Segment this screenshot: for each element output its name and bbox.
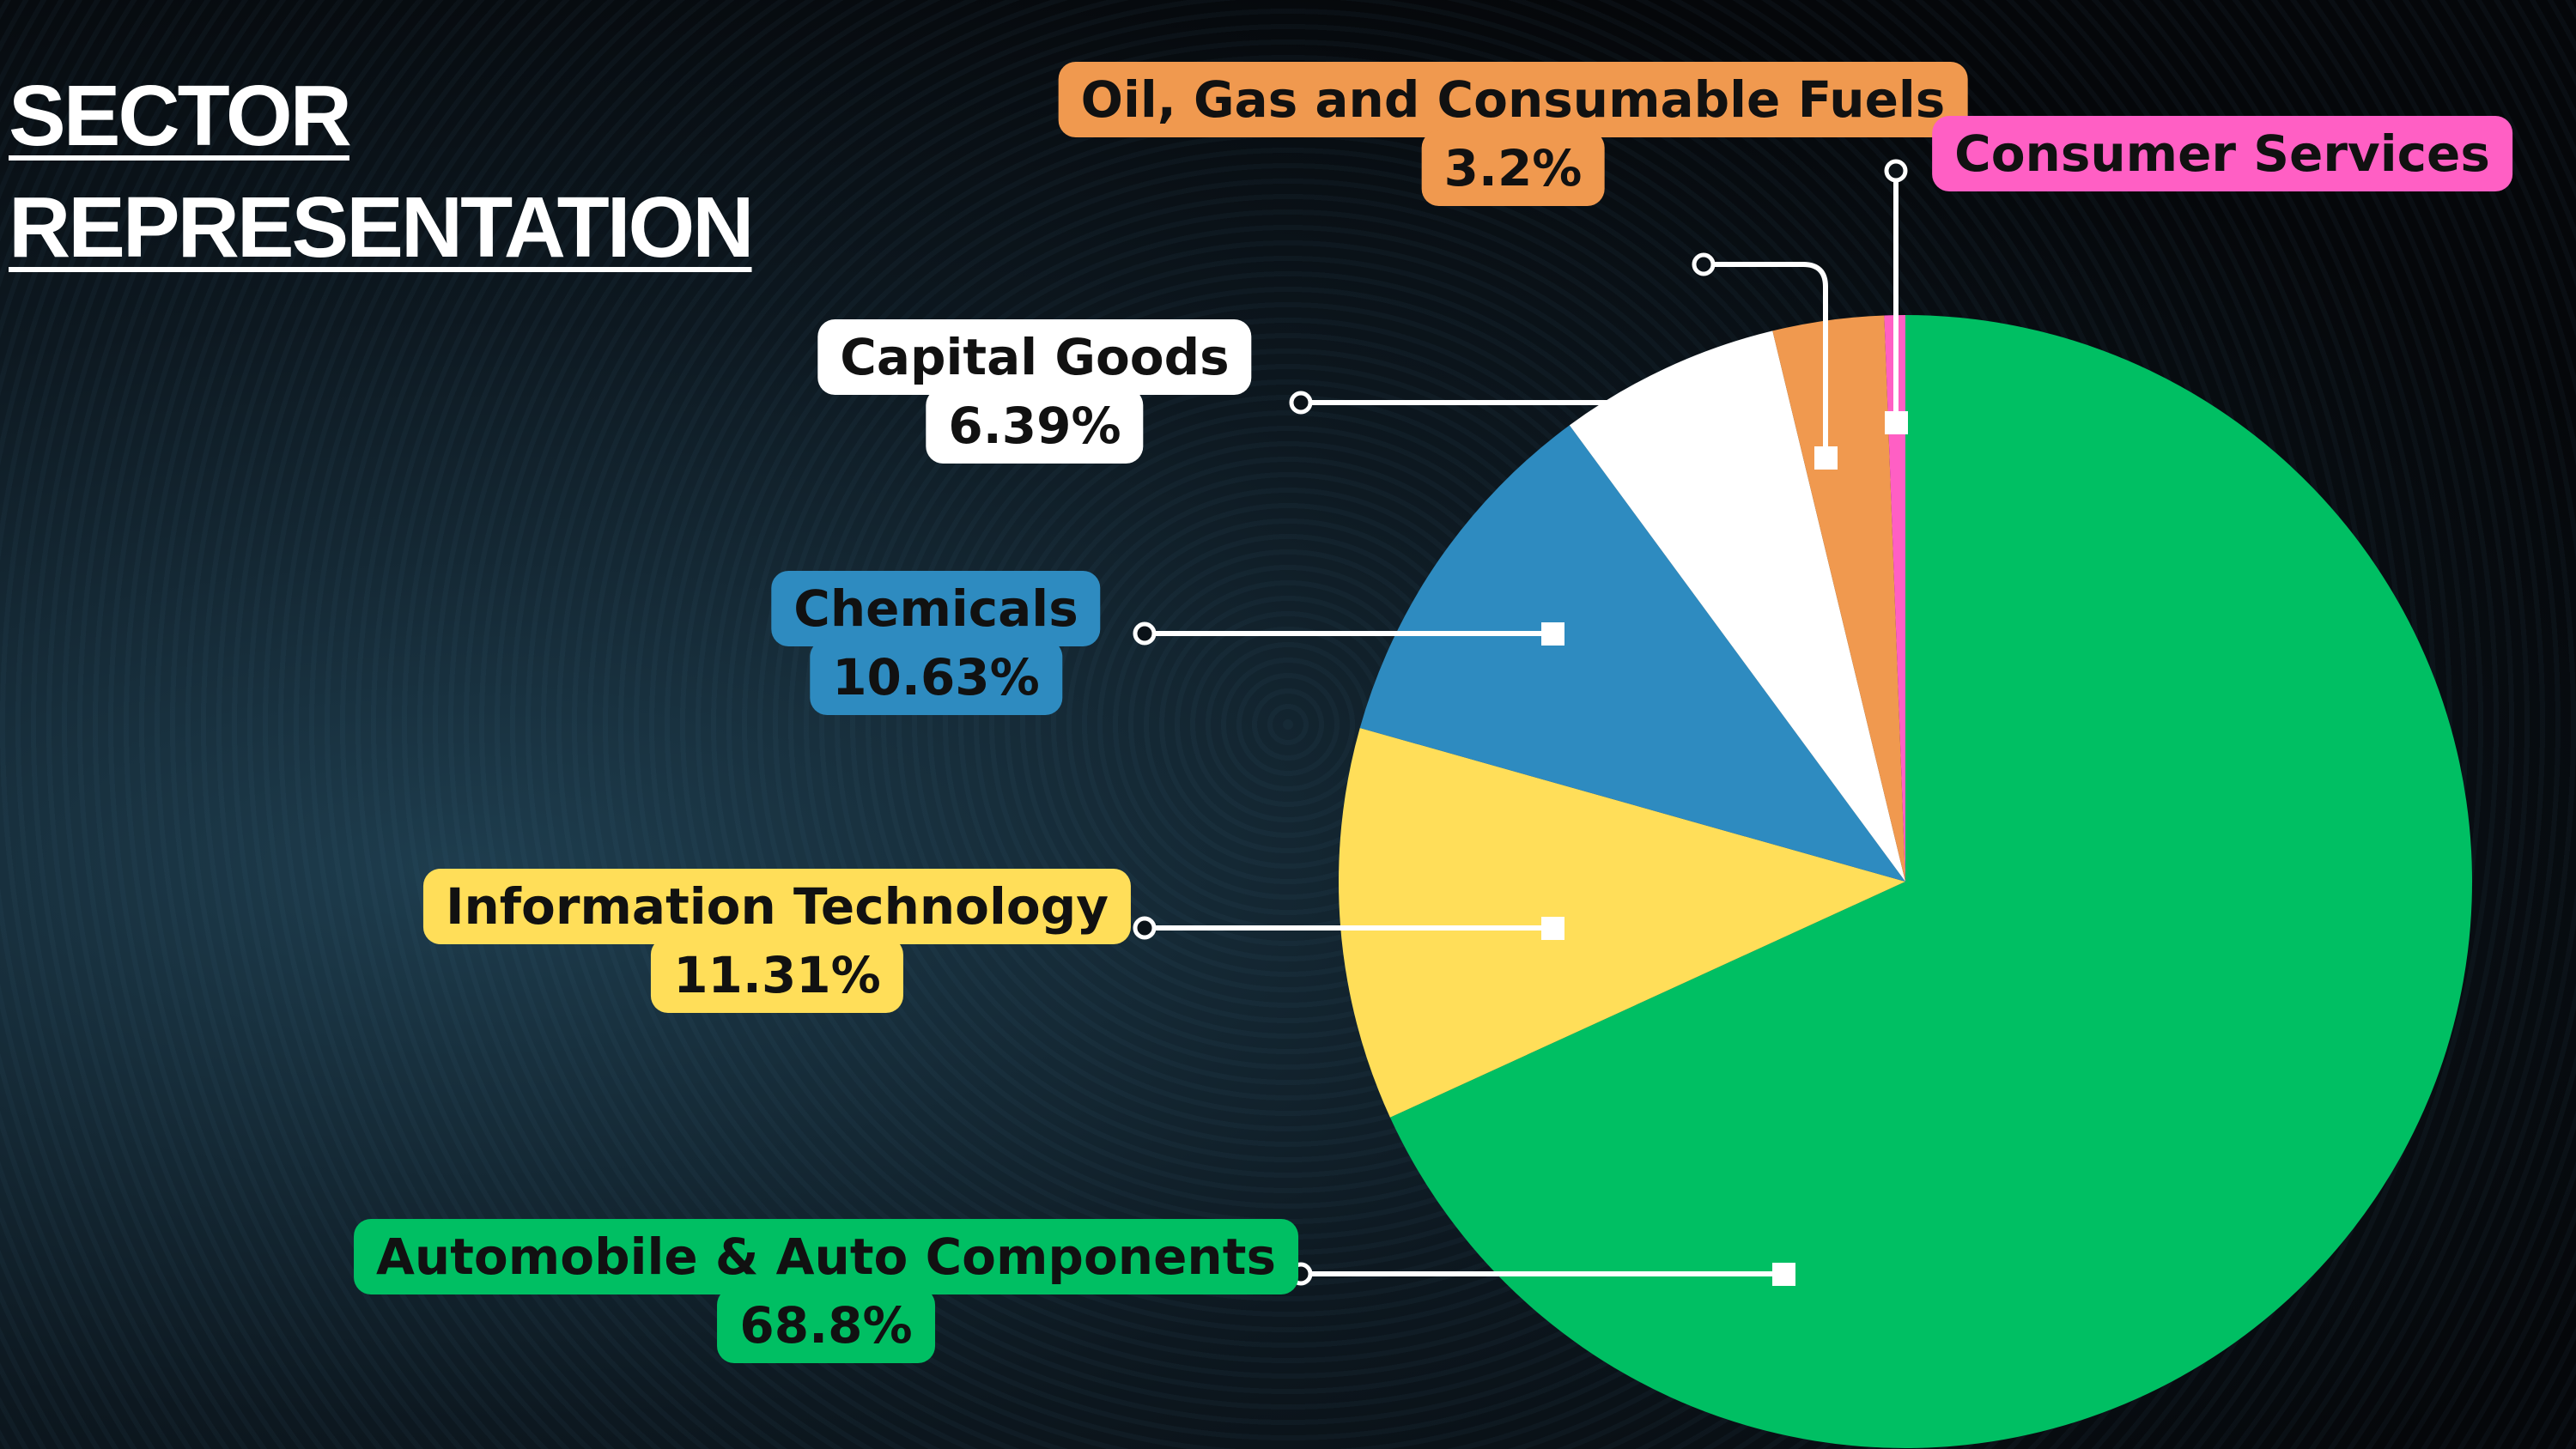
value-label: 6.39% (926, 388, 1144, 464)
leader-end (1541, 917, 1564, 940)
leader-ends (1541, 411, 1908, 1286)
legend-label: Consumer Services (1932, 116, 2512, 191)
leader-line (1704, 262, 1828, 458)
leader-end (1772, 1263, 1795, 1286)
leader-lines (1145, 171, 1899, 1276)
pie-slice (1569, 330, 1905, 882)
legend-label: Chemicals (771, 571, 1101, 646)
legend-label: Capital Goods (817, 319, 1252, 395)
pie-slice (1339, 727, 1905, 1118)
slice-label: Oil, Gas and Consumable Fuels 3.2% (1058, 62, 1968, 206)
pie-slice (1359, 425, 1905, 882)
pie (1339, 315, 2472, 1448)
leader-dot (1884, 159, 1908, 183)
leader-dot (1289, 391, 1313, 415)
leader-dot (1692, 252, 1716, 276)
slice-label: Information Technology 11.31% (422, 869, 1132, 1013)
slice-label: Chemicals 10.63% (771, 571, 1101, 715)
slice-label: Automobile & Auto Components 68.8% (354, 1219, 1298, 1363)
leader-end (1541, 622, 1564, 646)
leader-dot (1133, 621, 1157, 646)
legend-label: Information Technology (422, 869, 1132, 944)
value-label: 68.8% (717, 1288, 935, 1363)
pie-slice (1772, 315, 1905, 882)
chart-title: SECTOR REPRESENTATION (9, 68, 754, 276)
pie-slice (1884, 315, 1905, 882)
leader-end (1814, 446, 1838, 470)
slice-label: Consumer Services (1932, 116, 2512, 191)
legend-label: Automobile & Auto Components (354, 1219, 1298, 1294)
slice-label: Capital Goods 6.39% (817, 319, 1252, 464)
legend-label: Oil, Gas and Consumable Fuels (1058, 62, 1968, 137)
leader-dot (1133, 916, 1157, 940)
leader-end (1885, 411, 1908, 434)
pie-slice (1389, 315, 2472, 1448)
value-label: 11.31% (651, 937, 903, 1013)
value-label: 3.2% (1421, 130, 1605, 206)
value-label: 10.63% (810, 640, 1062, 715)
